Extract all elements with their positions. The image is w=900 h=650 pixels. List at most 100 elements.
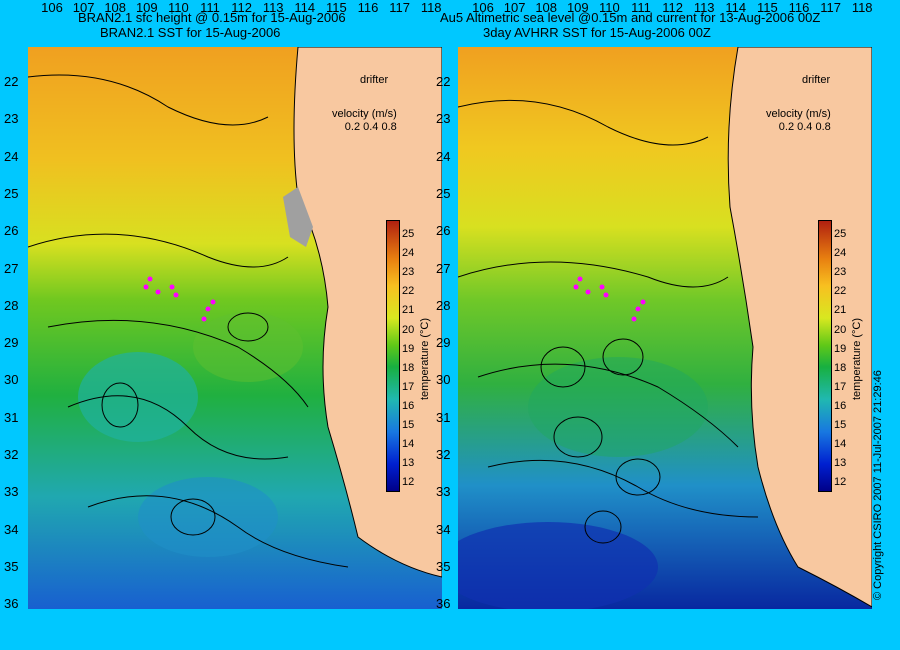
colorbar-tick: 25 bbox=[402, 228, 415, 240]
latitude-label: 34 bbox=[436, 521, 451, 537]
longitude-label: 107 bbox=[72, 0, 95, 15]
longitude-label: 118 bbox=[851, 0, 873, 15]
latitude-label: 28 bbox=[436, 297, 451, 313]
longitude-label: 106 bbox=[472, 0, 494, 15]
longitude-label: 116 bbox=[357, 0, 379, 15]
longitude-label: 113 bbox=[262, 0, 284, 15]
velocity-scale: 0.2 0.4 0.8 bbox=[344, 121, 397, 133]
longitude-label: 110 bbox=[599, 0, 620, 15]
colorbar-tick: 13 bbox=[402, 457, 415, 470]
latitude-label: 26 bbox=[4, 223, 19, 239]
latitude-label: 33 bbox=[4, 484, 19, 500]
longitude-label: 113 bbox=[693, 0, 715, 15]
longitude-label: 111 bbox=[631, 0, 651, 15]
colorbar-tick: 21 bbox=[402, 304, 415, 317]
right-drifter-legend: drifter bbox=[802, 74, 830, 87]
latitude-label: 34 bbox=[4, 521, 19, 537]
right-colorbar-unit: temperature (°C) bbox=[851, 317, 863, 400]
colorbar-tick: 12 bbox=[402, 476, 415, 489]
latitude-label: 31 bbox=[4, 409, 19, 425]
longitude-label: 117 bbox=[820, 0, 841, 15]
colorbar-tick: 13 bbox=[834, 457, 847, 470]
latitude-label: 27 bbox=[4, 260, 19, 276]
colorbar-tick: 12 bbox=[834, 476, 847, 489]
velocity-label: velocity (m/s) bbox=[766, 108, 831, 120]
latitude-label: 33 bbox=[436, 484, 451, 500]
colorbar-tick: 23 bbox=[402, 266, 415, 279]
latitude-label: 32 bbox=[436, 447, 451, 462]
colorbar-tick: 15 bbox=[834, 419, 847, 431]
latitude-label: 24 bbox=[436, 148, 451, 164]
longitude-label: 114 bbox=[294, 0, 316, 15]
latitude-label: 22 bbox=[4, 74, 19, 89]
colorbar-tick: 14 bbox=[834, 438, 847, 451]
latitude-label: 31 bbox=[436, 409, 451, 425]
colorbar-tick: 20 bbox=[402, 323, 415, 336]
colorbar-tick: 18 bbox=[834, 361, 847, 374]
latitude-label: 28 bbox=[4, 297, 19, 313]
right-velocity-legend: velocity (m/s) 0.2 0.4 0.8 bbox=[766, 108, 831, 134]
longitude-label: 109 bbox=[135, 0, 158, 15]
longitude-label: 112 bbox=[231, 0, 252, 15]
left-colorbar-unit: temperature (°C) bbox=[419, 317, 431, 400]
longitude-label: 114 bbox=[725, 0, 747, 15]
colorbar-tick: 23 bbox=[834, 266, 847, 279]
longitude-label: 110 bbox=[168, 0, 189, 15]
left-velocity-legend: velocity (m/s) 0.2 0.4 0.8 bbox=[332, 108, 397, 134]
left-drifter-legend: drifter bbox=[360, 74, 388, 87]
latitude-label: 29 bbox=[436, 335, 451, 351]
colorbar-tick: 14 bbox=[402, 438, 415, 451]
right-colorbar bbox=[818, 220, 832, 492]
velocity-scale: 0.2 0.4 0.8 bbox=[778, 121, 831, 133]
longitude-label: 115 bbox=[326, 0, 347, 15]
right-title-line2: 3day AVHRR SST for 15-Aug-2006 00Z bbox=[483, 25, 711, 40]
right-sst-map bbox=[458, 47, 872, 609]
longitude-label: 117 bbox=[389, 0, 410, 15]
latitude-label: 35 bbox=[4, 558, 19, 574]
latitude-label: 26 bbox=[436, 223, 451, 239]
latitude-label: 36 bbox=[4, 596, 19, 612]
latitude-label: 35 bbox=[436, 558, 451, 574]
left-title-line1: BRAN2.1 sfc height @ 0.15m for 15-Aug-20… bbox=[78, 10, 346, 25]
right-map-panel bbox=[458, 47, 872, 609]
latitude-label: 30 bbox=[4, 372, 19, 388]
colorbar-tick: 17 bbox=[402, 380, 415, 393]
longitude-label: 111 bbox=[200, 0, 220, 15]
longitude-label: 107 bbox=[503, 0, 526, 15]
colorbar-tick: 22 bbox=[834, 285, 847, 298]
latitude-label: 25 bbox=[4, 185, 19, 201]
latitude-label: 36 bbox=[436, 596, 451, 612]
left-map-panel bbox=[28, 47, 442, 609]
latitude-label: 23 bbox=[4, 111, 19, 127]
colorbar-tick: 16 bbox=[402, 399, 415, 412]
left-sst-map bbox=[28, 47, 442, 609]
longitude-label: 108 bbox=[104, 0, 127, 15]
latitude-label: 23 bbox=[436, 111, 451, 127]
left-colorbar bbox=[386, 220, 400, 492]
velocity-label: velocity (m/s) bbox=[332, 108, 397, 120]
longitude-label: 108 bbox=[535, 0, 558, 15]
colorbar-tick: 24 bbox=[834, 247, 847, 260]
colorbar-tick: 20 bbox=[834, 323, 847, 336]
copyright-note: © Copyright CSIRO 2007 11-Jul-2007 21:29… bbox=[872, 370, 884, 600]
longitude-label: 109 bbox=[566, 0, 589, 15]
longitude-label: 115 bbox=[757, 0, 778, 15]
right-title-line1: Au5 Altimetric sea level @0.15m and curr… bbox=[440, 10, 821, 25]
colorbar-tick: 19 bbox=[402, 342, 415, 355]
latitude-label: 24 bbox=[4, 148, 19, 164]
latitude-label: 22 bbox=[436, 74, 451, 89]
latitude-label: 30 bbox=[436, 372, 451, 388]
drifter-label: drifter bbox=[802, 74, 831, 86]
colorbar-tick: 24 bbox=[402, 247, 415, 260]
longitude-label: 112 bbox=[662, 0, 683, 15]
latitude-label: 32 bbox=[4, 447, 19, 462]
longitude-label: 118 bbox=[420, 0, 442, 15]
drifter-label: drifter bbox=[360, 74, 389, 86]
colorbar-tick: 16 bbox=[834, 399, 847, 412]
colorbar-tick: 25 bbox=[834, 228, 847, 240]
colorbar-tick: 15 bbox=[402, 419, 415, 431]
colorbar-tick: 17 bbox=[834, 380, 847, 393]
longitude-label: 116 bbox=[788, 0, 810, 15]
latitude-label: 25 bbox=[436, 185, 451, 201]
colorbar-tick: 22 bbox=[402, 285, 415, 298]
